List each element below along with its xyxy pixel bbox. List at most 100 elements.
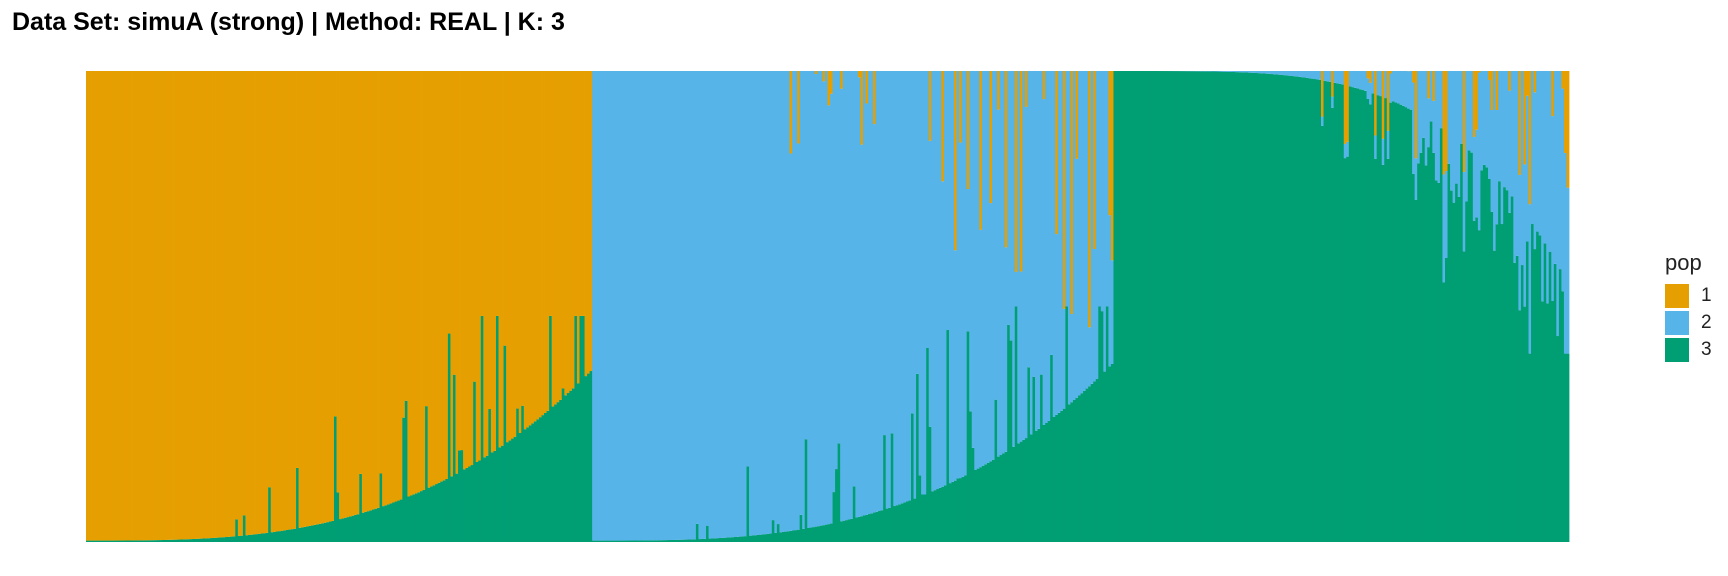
bar-segment-g2-i206-pop1: [1110, 71, 1114, 261]
bar-segment-g1-i152-pop1: [468, 71, 472, 467]
bar-segment-g2-i17-pop3: [632, 540, 636, 542]
bar-segment-g3-i90-pop2: [1338, 71, 1342, 84]
bar-segment-g2-i1-pop2: [592, 71, 596, 541]
bar-segment-g1-i125-pop3: [399, 499, 403, 542]
bar-segment-g1-i14-pop1: [118, 71, 122, 541]
bar-segment-g1-i118-pop1: [382, 71, 386, 507]
legend-item-pop-2: 2: [1665, 309, 1712, 336]
bar-segment-g2-i204-pop2: [1105, 71, 1109, 307]
bar-segment-g2-i48-pop3: [711, 538, 715, 542]
bar-segment-g3-i119-pop2: [1412, 82, 1416, 174]
bar-segment-g2-i32-pop3: [670, 539, 674, 542]
bar-segment-g1-i48-pop3: [204, 538, 208, 542]
bar-segment-g2-i142-pop3: [948, 483, 952, 542]
bar-segment-g3-i134-pop3: [1450, 190, 1453, 542]
bar-segment-g3-i179-pop2: [1563, 152, 1567, 354]
bar-segment-g3-i167-pop1: [1533, 71, 1537, 93]
bar-segment-g2-i181-pop2: [1047, 71, 1051, 422]
bar-segment-g2-i196-pop3: [1085, 388, 1089, 542]
bar-segment-g1-i181-pop1: [541, 71, 545, 416]
bar-segment-g1-i115-pop3: [374, 508, 378, 542]
bar-segment-g1-i31-pop1: [161, 71, 165, 541]
bar-segment-g3-i164-pop1: [1525, 71, 1529, 96]
bar-segment-g2-i88-pop3: [812, 527, 816, 542]
bar-segment-g3-i20-pop3: [1161, 71, 1165, 542]
bar-segment-g3-i161-pop2: [1518, 174, 1522, 311]
bar-segment-g2-i128-pop3: [913, 498, 917, 542]
bar-segment-g1-i104-pop3: [346, 517, 350, 542]
bar-segment-g1-i101-pop1: [339, 71, 342, 520]
bar-segment-g1-i79-pop3: [283, 530, 287, 542]
bar-segment-g1-i147-pop3: [455, 473, 459, 542]
bar-segment-g1-i57-pop1: [227, 71, 231, 537]
bar-segment-g2-i37-pop3: [683, 539, 687, 542]
bar-segment-g2-i162-pop3: [999, 455, 1003, 542]
bar-segment-g2-i186-pop3: [1060, 410, 1064, 542]
bar-segment-g1-i49-pop1: [207, 71, 211, 539]
bar-segment-g3-i61-pop2: [1265, 71, 1269, 74]
bar-segment-g1-i106-pop1: [351, 71, 355, 516]
bar-segment-g3-i125-pop2: [1427, 98, 1431, 148]
bar-segment-g3-i136-pop3: [1455, 183, 1459, 542]
bar-segment-g1-i132-pop1: [417, 71, 421, 493]
bar-segment-g3-i155-pop3: [1503, 187, 1507, 542]
bar-segment-g3-i52-pop3: [1242, 72, 1246, 543]
bar-segment-g2-i10-pop3: [614, 540, 618, 542]
bar-segment-g3-i77-pop3: [1305, 77, 1309, 542]
bar-segment-g2-i197-pop1: [1088, 71, 1092, 328]
bar-segment-g3-i108-pop2: [1384, 71, 1388, 99]
bar-segment-g2-i182-pop2: [1050, 71, 1054, 355]
bar-segment-g3-i157-pop3: [1508, 212, 1512, 542]
bar-segment-g2-i103-pop3: [850, 518, 854, 542]
bar-segment-g2-i205-pop3: [1108, 366, 1112, 542]
bar-segment-g2-i192-pop2: [1075, 158, 1079, 398]
bar-segment-g2-i180-pop3: [1045, 423, 1049, 542]
bar-segment-g3-i141-pop2: [1467, 71, 1471, 151]
bar-segment-g3-i45-pop2: [1224, 71, 1228, 72]
bar-segment-g2-i173-pop2: [1027, 71, 1031, 368]
bar-segment-g3-i179-pop3: [1563, 353, 1567, 542]
bar-segment-g1-i147-pop1: [455, 71, 459, 474]
bar-segment-g2-i38-pop3: [685, 539, 689, 542]
bar-segment-g1-i71-pop1: [263, 71, 267, 534]
bar-segment-g2-i102-pop2: [847, 71, 851, 520]
bar-segment-g1-i116-pop3: [377, 507, 380, 542]
bar-segment-g1-i24-pop1: [144, 71, 148, 541]
bar-segment-g3-i94-pop3: [1348, 86, 1352, 542]
bar-segment-g2-i28-pop3: [660, 540, 664, 542]
bar-segment-g1-i161-pop1: [490, 71, 494, 453]
bar-segment-g3-i170-pop3: [1541, 301, 1545, 542]
bar-segment-g1-i10-pop1: [108, 71, 112, 541]
bar-segment-g2-i75-pop3: [779, 532, 783, 542]
bar-segment-g3-i145-pop1: [1477, 71, 1481, 73]
bar-segment-g3-i110-pop3: [1389, 102, 1393, 542]
bar-segment-g2-i11-pop3: [617, 540, 621, 542]
bar-segment-g2-i32-pop2: [670, 71, 674, 540]
bar-segment-g3-i5-pop3: [1123, 71, 1127, 542]
bar-segment-g1-i160-pop3: [488, 409, 492, 542]
bar-segment-g2-i64-pop2: [751, 71, 755, 536]
bar-segment-g2-i79-pop1: [789, 71, 793, 154]
bar-segment-g1-i191-pop1: [566, 71, 570, 394]
bar-segment-g2-i5-pop3: [602, 540, 606, 542]
bar-segment-g1-i166-pop3: [503, 345, 507, 542]
bar-segment-g3-i137-pop3: [1457, 196, 1461, 542]
bar-segment-g2-i28-pop2: [660, 71, 664, 541]
bar-segment-g1-i93-pop1: [318, 71, 322, 524]
bar-segment-g1-i130-pop3: [412, 494, 416, 542]
bar-segment-g2-i190-pop1: [1070, 71, 1074, 314]
bar-segment-g2-i122-pop3: [898, 504, 902, 542]
bar-segment-g1-i101-pop3: [339, 519, 342, 542]
bar-segment-g2-i95-pop3: [830, 523, 833, 542]
bar-segment-g1-i54-pop1: [220, 71, 224, 538]
bar-segment-g3-i139-pop1: [1462, 71, 1466, 172]
bar-segment-g3-i36-pop3: [1202, 71, 1205, 542]
bar-segment-g1-i90-pop1: [311, 71, 315, 526]
bar-segment-g2-i89-pop2: [814, 74, 818, 527]
bar-segment-g2-i71-pop2: [769, 71, 773, 534]
bar-segment-g3-i127-pop3: [1432, 152, 1436, 542]
bar-segment-g1-i133-pop3: [420, 491, 423, 542]
bar-segment-g3-i134-pop2: [1450, 71, 1453, 191]
bar-segment-g3-i119-pop1: [1412, 71, 1416, 83]
bar-segment-g3-i9-pop3: [1133, 71, 1137, 542]
